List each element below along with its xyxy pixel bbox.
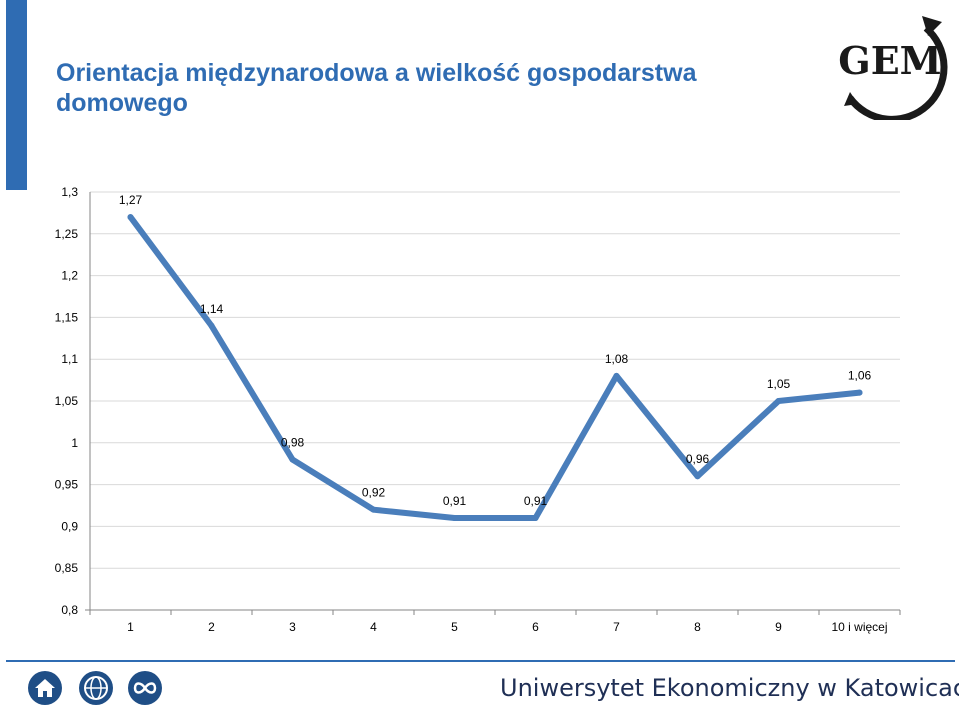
x-tick-label: 1 — [127, 620, 134, 634]
data-point — [532, 515, 539, 522]
globe-icon[interactable] — [79, 671, 113, 705]
university-name: Uniwersytet Ekonomiczny w Katowicach — [500, 674, 959, 702]
data-point — [208, 322, 215, 329]
x-tick-label: 2 — [208, 620, 215, 634]
y-tick-label: 1 — [71, 436, 78, 450]
y-tick-label: 1,25 — [55, 227, 79, 241]
line-chart: 1,3 1,25 1,2 1,15 1,1 1,05 1 0,95 0,9 0,85 0,8 1 2 3 4… — [55, 185, 901, 634]
data-label: 1,06 — [848, 369, 872, 383]
data-point — [451, 515, 458, 522]
y-tick-label: 0,8 — [61, 603, 78, 617]
x-tick-label: 7 — [613, 620, 620, 634]
x-tick-label: 9 — [775, 620, 782, 634]
y-tick-label: 0,85 — [55, 561, 79, 575]
gem-logo-text: GEM — [838, 38, 941, 83]
data-point — [370, 506, 377, 513]
footer-divider — [6, 660, 955, 662]
data-point — [856, 389, 863, 396]
y-tick-label: 1,15 — [55, 310, 79, 324]
x-tick-label: 6 — [532, 620, 539, 634]
data-point — [289, 456, 296, 463]
infinity-icon[interactable] — [128, 671, 162, 705]
slide-title: Orientacja międzynarodowa a wielkość gos… — [56, 59, 697, 117]
series-line — [127, 214, 863, 522]
x-tick-label: 8 — [694, 620, 701, 634]
data-point — [694, 473, 701, 480]
data-label: 0,98 — [281, 436, 305, 450]
data-label: 1,14 — [200, 302, 224, 316]
x-tick-label: 3 — [289, 620, 296, 634]
data-label: 1,27 — [119, 193, 143, 207]
x-tick-label: 10 i więcej — [831, 620, 887, 634]
x-tick-label: 5 — [451, 620, 458, 634]
data-label: 1,05 — [767, 377, 791, 391]
data-label: 0,91 — [443, 494, 467, 508]
home-icon[interactable] — [28, 671, 62, 705]
accent-bar — [6, 0, 27, 190]
x-tick-label: 4 — [370, 620, 377, 634]
y-tick-label: 1,2 — [61, 269, 78, 283]
data-point — [127, 214, 134, 221]
data-label: 0,92 — [362, 486, 386, 500]
data-label: 0,91 — [524, 494, 548, 508]
data-point — [613, 372, 620, 379]
y-tick-label: 0,95 — [55, 478, 79, 492]
y-tick-label: 1,05 — [55, 394, 79, 408]
gem-logo-icon: GEM — [838, 16, 948, 120]
data-point — [775, 398, 782, 404]
y-tick-label: 0,9 — [61, 519, 78, 533]
y-tick-label: 1,1 — [61, 352, 78, 366]
data-label: 1,08 — [605, 352, 629, 366]
y-tick-label: 1,3 — [61, 185, 78, 199]
data-label: 0,96 — [686, 452, 710, 466]
